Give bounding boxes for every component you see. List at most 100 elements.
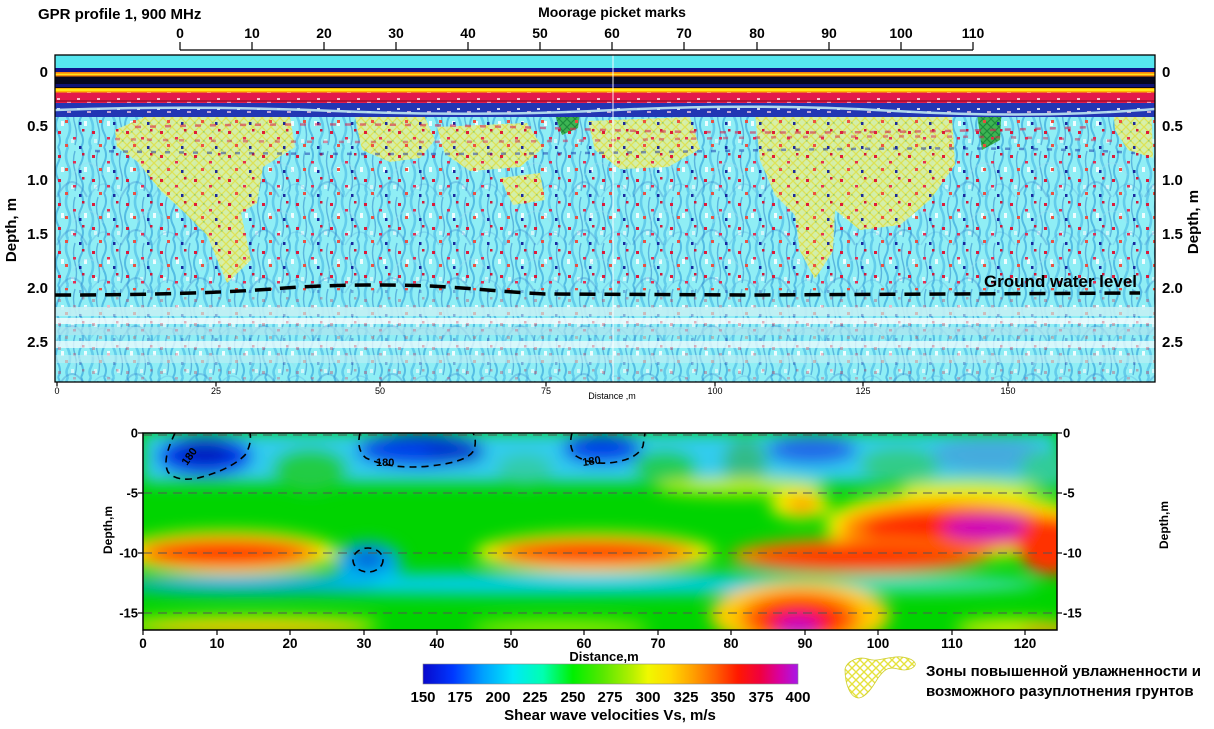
axis-tick-label: 200 — [485, 689, 510, 706]
radargram-distance-axis: 0 25 50 75 100 125 150 — [54, 382, 1016, 396]
axis-tick-label: 50 — [375, 386, 385, 396]
axis-tick-label: 0 — [131, 426, 138, 441]
axis-tick-label: 90 — [821, 25, 837, 41]
axis-tick-label: 90 — [797, 636, 812, 651]
radargram-frame — [54, 54, 1156, 383]
colorbar-gradient — [422, 663, 799, 685]
top-picket-axis: 0 10 20 30 40 50 60 70 80 90 100 110 — [176, 25, 985, 51]
legend-text-line1: Зоны повышенной увлажненности и — [926, 663, 1201, 680]
velocity-depth-axis-right: 0 -5 -10 -15 — [1057, 426, 1082, 621]
axis-tick-label: -15 — [119, 606, 138, 621]
radargram-depth-label-right: Depth, m — [1185, 190, 1202, 254]
axis-tick-label: 0.5 — [27, 118, 48, 135]
axis-tick-label: 2.5 — [1162, 334, 1183, 351]
vs-contours-180 — [165, 433, 646, 573]
legend: Зоны повышенной увлажненности и возможно… — [844, 656, 1201, 700]
velocity-distance-axis: 0 10 20 30 40 50 60 70 80 90 100 110 120 — [139, 630, 1036, 651]
axis-tick-label: 10 — [244, 25, 260, 41]
axis-tick-label: 80 — [723, 636, 738, 651]
radargram-depth-axis-right: 0 0.5 1.0 1.5 2.0 2.5 — [1162, 64, 1183, 351]
axis-tick-label: 1.0 — [1162, 172, 1183, 189]
axis-tick-label: -10 — [1063, 546, 1082, 561]
contour-label-180: 180 — [582, 455, 602, 469]
axis-tick-label: 2.0 — [1162, 280, 1183, 297]
axis-tick-label: -5 — [126, 486, 138, 501]
velocity-section-panel: 180 180 180 — [142, 432, 1058, 631]
colorbar-title: Shear wave velocities Vs, m/s — [504, 707, 716, 724]
figure-title: GPR profile 1, 900 MHz — [38, 6, 201, 23]
axis-tick-label: 110 — [962, 25, 985, 41]
axis-tick-label: 250 — [560, 689, 585, 706]
axis-tick-label: 20 — [316, 25, 332, 41]
axis-tick-label: 350 — [710, 689, 735, 706]
axis-tick-label: 225 — [522, 689, 547, 706]
axis-tick-label: 125 — [855, 386, 870, 396]
radargram-panel — [54, 54, 1156, 383]
radargram-depth-label-left: Depth, m — [3, 198, 20, 262]
axis-tick-label: 2.0 — [27, 280, 48, 297]
axis-tick-label: 60 — [576, 636, 591, 651]
axis-tick-label: 100 — [889, 25, 913, 41]
axis-tick-label: 80 — [749, 25, 765, 41]
top-picket-ticks: 0 10 20 30 40 50 60 70 80 90 100 110 — [176, 25, 985, 50]
velocity-gridlines — [143, 434, 1057, 614]
axis-tick-label: -10 — [119, 546, 138, 561]
velocity-depth-label-left: Depth,m — [101, 506, 115, 554]
axis-tick-label: 0 — [1162, 64, 1170, 81]
axis-tick-label: 0.5 — [1162, 118, 1183, 135]
velocity-map-blobs — [143, 433, 1057, 630]
axis-tick-label: 0 — [54, 386, 59, 396]
contour-label-180: 180 — [376, 457, 394, 469]
axis-tick-label: 1.5 — [27, 226, 48, 243]
axis-tick-label: 2.5 — [27, 334, 48, 351]
axis-tick-label: 0 — [40, 64, 48, 81]
velocity-depth-label-right: Depth,m — [1157, 501, 1171, 549]
axis-tick-label: 150 — [410, 689, 435, 706]
axis-tick-label: 40 — [460, 25, 476, 41]
axis-tick-label: 275 — [597, 689, 622, 706]
axis-tick-label: 100 — [867, 636, 890, 651]
axis-tick-label: 0 — [139, 636, 147, 651]
velocity-map-frame — [142, 432, 1058, 631]
axis-tick-label: -15 — [1063, 606, 1082, 621]
legend-moisture-zone-swatch — [844, 656, 916, 699]
axis-tick-label: 0 — [1063, 426, 1070, 441]
axis-tick-label: 150 — [1000, 386, 1015, 396]
radargram-distance-label: Distance ,m — [588, 391, 636, 401]
radargram-depth-axis-left: 0 0.5 1.0 1.5 2.0 2.5 — [27, 64, 48, 351]
axis-tick-label: 110 — [941, 636, 963, 651]
axis-tick-label: 25 — [211, 386, 221, 396]
axis-tick-label: 30 — [356, 636, 371, 651]
surface-reflection-bands — [55, 55, 1155, 117]
axis-tick-label: 0 — [176, 25, 184, 41]
velocity-depth-axis-left: 0 -5 -10 -15 — [119, 426, 143, 621]
axis-tick-label: 60 — [604, 25, 620, 41]
axis-tick-label: 30 — [388, 25, 404, 41]
axis-tick-label: 70 — [676, 25, 692, 41]
top-axis-title: Moorage picket marks — [538, 4, 686, 20]
axis-tick-label: 70 — [650, 636, 665, 651]
axis-tick-label: 300 — [635, 689, 660, 706]
axis-tick-label: 120 — [1014, 636, 1037, 651]
axis-tick-label: -5 — [1063, 486, 1075, 501]
axis-tick-label: 1.5 — [1162, 226, 1183, 243]
groundwater-level-line — [55, 283, 1141, 297]
axis-tick-label: 50 — [532, 25, 548, 41]
axis-tick-label: 175 — [447, 689, 472, 706]
groundwater-label: Ground water level — [984, 272, 1137, 291]
axis-tick-label: 325 — [673, 689, 698, 706]
axis-tick-label: 1.0 — [27, 172, 48, 189]
axis-tick-label: 400 — [785, 689, 810, 706]
axis-tick-label: 375 — [748, 689, 773, 706]
colorbar: 150 175 200 225 250 275 300 325 350 375 400 Shear … — [410, 663, 811, 724]
axis-tick-label: 50 — [503, 636, 518, 651]
velocity-distance-label: Distance,m — [569, 649, 638, 664]
axis-tick-label: 10 — [209, 636, 224, 651]
colorbar-ticks: 150 175 200 225 250 275 300 325 350 375 400 — [410, 689, 810, 706]
axis-tick-label: 75 — [541, 386, 551, 396]
axis-tick-label: 20 — [282, 636, 297, 651]
axis-tick-label: 40 — [429, 636, 444, 651]
axis-tick-label: 100 — [707, 386, 722, 396]
